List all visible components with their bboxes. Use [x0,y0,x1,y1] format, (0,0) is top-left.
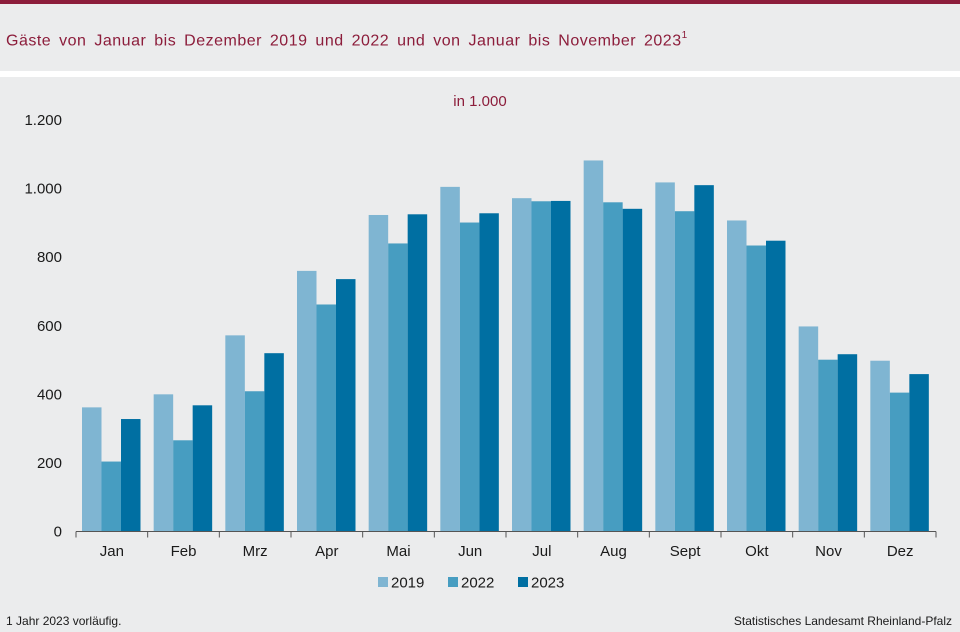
top-accent-rule [0,0,960,4]
bar-2019-mai [368,214,389,532]
y-tick-label: 600 [37,318,62,335]
bar-2023-feb [192,405,213,532]
legend-swatch-2019 [378,577,388,587]
x-tick-label: Okt [745,543,769,560]
bar-2022-mai [388,243,408,532]
bar-2023-jan [121,419,141,532]
title-footnote-marker: 1 [681,30,688,41]
title-separator [0,71,960,77]
bar-2022-okt [746,245,766,532]
bar-2023-sept [694,185,714,532]
x-tick-label: Feb [171,543,197,560]
x-tick-label: Jun [458,543,482,560]
title-bar: Gäste von Januar bis Dezember 2019 und 2… [0,4,960,71]
bar-2019-jan [82,407,102,532]
bar-2022-feb [173,440,193,532]
bar-2019-mrz [225,335,245,532]
y-tick-label: 0 [54,524,62,541]
bar-2023-nov [837,354,858,532]
y-tick-label: 400 [37,386,62,403]
x-tick-label: Mrz [243,543,268,560]
legend-label-2022: 2022 [461,575,494,592]
bar-2019-dez [870,360,890,532]
x-tick-label: Mai [386,543,410,560]
x-axis-ticks [75,531,937,538]
bar-2019-sept [655,182,675,532]
bar-2022-mrz [244,391,265,532]
bar-2019-nov [798,326,819,532]
bar-2019-jul [512,198,532,532]
x-tick-label: Jul [532,543,551,560]
bar-2023-mai [407,214,428,532]
x-tick-label: Dez [887,543,914,560]
bar-chart: in 1.000 0 200 400 600 800 1.000 1.200 Jan Feb M… [24,93,937,592]
bar-2023-jun [479,213,499,532]
bar-2022-aug [603,202,623,532]
footnote-text: Jahr 2023 vorläufig. [12,614,122,628]
bar-2023-apr [336,279,356,532]
y-tick-label: 1.000 [24,181,62,198]
bar-2019-okt [727,220,747,532]
footnote: 1 Jahr 2023 vorläufig. [6,614,121,628]
bar-2019-jun [440,186,460,532]
bar-2019-aug [583,160,604,532]
unit-label: in 1.000 [453,93,506,110]
bar-2023-jul [551,200,571,532]
legend-label-2023: 2023 [531,575,564,592]
x-tick-label: Nov [815,543,842,560]
bar-2023-dez [909,374,929,532]
x-tick-label: Sept [670,543,702,560]
legend-label-2019: 2019 [391,575,424,592]
x-tick-label: Jan [100,543,124,560]
x-axis-tick-labels: Jan Feb Mrz Apr Mai Jun Jul Aug Sept Okt Nov Dez [100,543,914,560]
bar-2022-jul [531,201,551,532]
bar-2023-okt [766,240,786,532]
y-tick-label: 1.200 [24,112,62,129]
bar-2022-dez [889,392,910,532]
legend: 2019 2022 2023 [378,575,564,592]
legend-swatch-2023 [518,577,528,587]
bar-2022-sept [674,211,695,532]
chart-area: in 1.000 0 200 400 600 800 1.000 1.200 Jan Feb M… [0,77,960,632]
y-tick-label: 200 [37,455,62,472]
bar-2022-jan [101,461,121,532]
y-axis-tick-labels: 0 200 400 600 800 1.000 1.200 [24,112,62,541]
legend-swatch-2022 [448,577,458,587]
bars [82,160,929,532]
y-tick-label: 800 [37,249,62,266]
x-tick-label: Aug [600,543,627,560]
bar-2019-apr [297,270,317,532]
chart-title: Gäste von Januar bis Dezember 2019 und 2… [6,30,688,50]
footnote-marker: 1 [6,614,13,628]
source-note: Statistisches Landesamt Rheinland-Pfalz [733,614,952,628]
bar-2022-nov [818,359,838,532]
bar-2022-jun [459,222,480,532]
bar-2023-mrz [264,353,284,532]
x-tick-label: Apr [315,543,338,560]
bar-2019-feb [153,394,174,532]
bar-2023-aug [622,208,643,532]
bar-2022-apr [316,304,336,532]
